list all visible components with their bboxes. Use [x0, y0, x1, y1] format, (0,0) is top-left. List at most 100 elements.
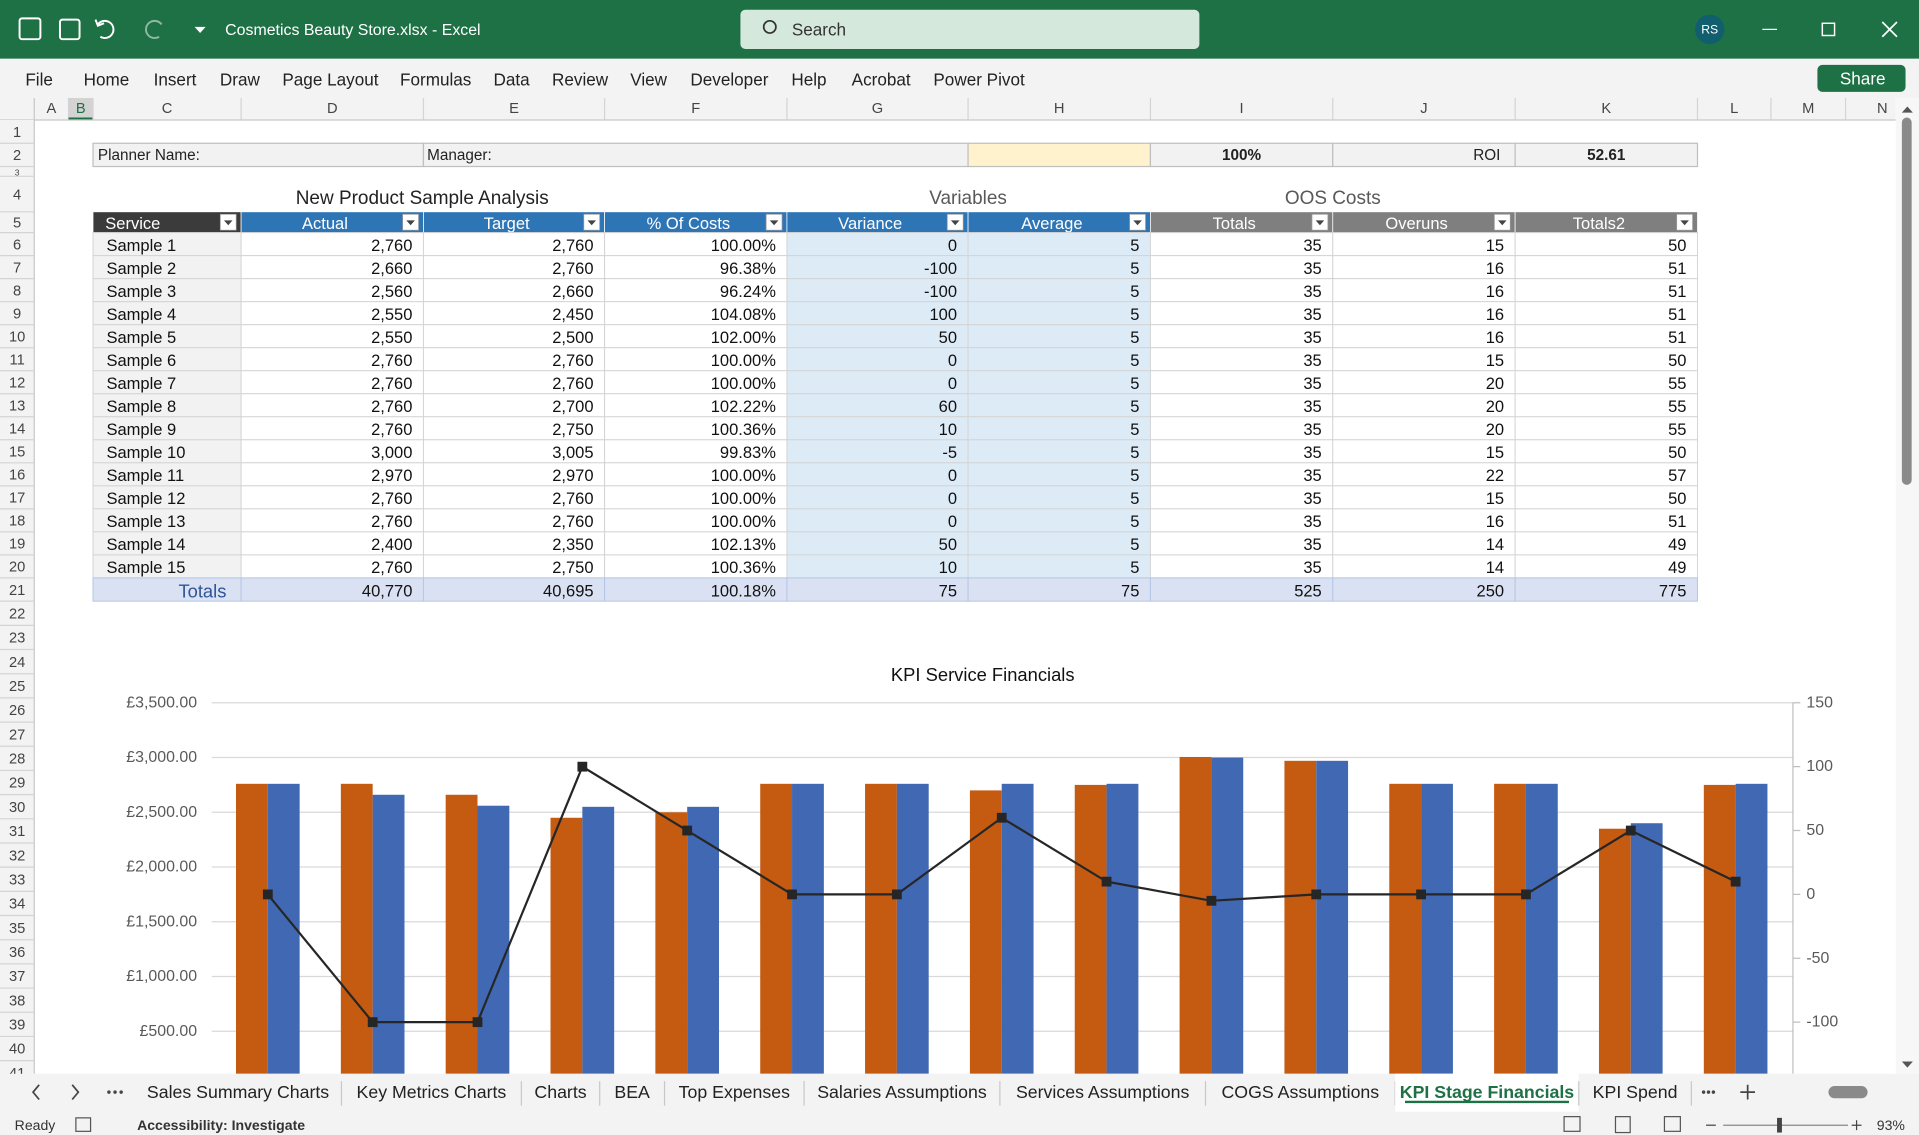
- zoom-in[interactable]: [1851, 1120, 1862, 1131]
- row-header[interactable]: 22: [9, 606, 25, 622]
- row-header[interactable]: 15: [9, 445, 25, 461]
- cell-value[interactable]: 100: [929, 305, 957, 324]
- sheet-tab[interactable]: Salaries Assumptions: [817, 1082, 987, 1102]
- cell-value[interactable]: 51: [1668, 282, 1686, 301]
- column-header[interactable]: F: [691, 101, 700, 117]
- cell-value[interactable]: 5: [1130, 512, 1139, 531]
- service-name[interactable]: Sample 10: [106, 443, 185, 462]
- restore-button[interactable]: [1821, 22, 1836, 37]
- row-header[interactable]: 12: [9, 375, 25, 391]
- cell-value[interactable]: 5: [1130, 466, 1139, 485]
- cell-value[interactable]: 35: [1303, 558, 1321, 577]
- cell-value[interactable]: 0: [948, 489, 957, 508]
- cell-value[interactable]: 50: [1668, 236, 1686, 255]
- cell-value[interactable]: 96.38%: [720, 259, 776, 278]
- cell-value[interactable]: 100.00%: [711, 512, 777, 531]
- row-header[interactable]: 9: [13, 306, 21, 322]
- cell-value[interactable]: -100: [924, 259, 957, 278]
- cell-value[interactable]: 5: [1130, 351, 1139, 370]
- column-header[interactable]: K: [1601, 101, 1611, 117]
- cell-value[interactable]: 49: [1668, 535, 1686, 554]
- service-name[interactable]: Sample 9: [106, 420, 176, 439]
- service-name[interactable]: Sample 15: [106, 558, 185, 577]
- cell-value[interactable]: -100: [924, 282, 957, 301]
- zoom-level[interactable]: 93%: [1877, 1117, 1905, 1133]
- menu-item[interactable]: File: [25, 70, 53, 90]
- cell-value[interactable]: 100.36%: [711, 558, 777, 577]
- cell-value[interactable]: 35: [1303, 420, 1321, 439]
- row-header[interactable]: 2: [13, 148, 21, 164]
- user-avatar[interactable]: [1695, 14, 1725, 45]
- cell-value[interactable]: 35: [1303, 305, 1321, 324]
- excel-icon[interactable]: [18, 17, 42, 41]
- normal-view[interactable]: [1563, 1116, 1581, 1132]
- cell-value[interactable]: 5: [1130, 259, 1139, 278]
- row-header[interactable]: 7: [13, 260, 21, 276]
- column-header[interactable]: G: [872, 101, 883, 117]
- tab-prev[interactable]: [31, 1084, 40, 1101]
- cell-value[interactable]: 99.83%: [720, 443, 776, 462]
- cell-value[interactable]: 5: [1130, 374, 1139, 393]
- cell-value[interactable]: 5: [1130, 305, 1139, 324]
- cell-value[interactable]: 10: [939, 558, 957, 577]
- column-header[interactable]: D: [327, 101, 338, 117]
- cell-value[interactable]: 5: [1130, 236, 1139, 255]
- cell-value[interactable]: 2,750: [552, 558, 593, 577]
- cell-value[interactable]: 35: [1303, 512, 1321, 531]
- cell-value[interactable]: 15: [1486, 236, 1504, 255]
- cell-value[interactable]: 2,760: [371, 489, 412, 508]
- service-name[interactable]: Sample 12: [106, 489, 185, 508]
- cell-value[interactable]: 2,500: [552, 328, 593, 347]
- more-tabs[interactable]: [1711, 1090, 1716, 1094]
- cell-value[interactable]: 35: [1303, 535, 1321, 554]
- menu-item[interactable]: Page Layout: [282, 70, 378, 90]
- cell-value[interactable]: 5: [1130, 558, 1139, 577]
- service-name[interactable]: Sample 5: [106, 328, 176, 347]
- cell-value[interactable]: 100.00%: [711, 236, 777, 255]
- cell-value[interactable]: 55: [1668, 374, 1686, 393]
- row-header[interactable]: 14: [9, 422, 25, 438]
- cell-value[interactable]: 96.24%: [720, 282, 776, 301]
- cell-value[interactable]: 20: [1486, 397, 1504, 416]
- cell-value[interactable]: 100.00%: [711, 489, 777, 508]
- cell-value[interactable]: 5: [1130, 535, 1139, 554]
- row-header[interactable]: 26: [9, 703, 25, 719]
- cell-value[interactable]: -5: [942, 443, 957, 462]
- cell-value[interactable]: 51: [1668, 305, 1686, 324]
- search-box[interactable]: [740, 9, 1200, 49]
- menu-item[interactable]: Power Pivot: [933, 70, 1025, 90]
- zoom-thumb[interactable]: [1777, 1117, 1782, 1133]
- menu-item[interactable]: Developer: [690, 70, 768, 90]
- cell-value[interactable]: 35: [1303, 443, 1321, 462]
- service-name[interactable]: Sample 14: [106, 535, 185, 554]
- cell-value[interactable]: 100.00%: [711, 351, 777, 370]
- row-header[interactable]: 10: [9, 329, 25, 345]
- cell-value[interactable]: 0: [948, 512, 957, 531]
- cell-value[interactable]: 15: [1486, 489, 1504, 508]
- cell-value[interactable]: 104.08%: [711, 305, 777, 324]
- h-scroll-thumb[interactable]: [1828, 1086, 1868, 1099]
- cell-value[interactable]: 2,750: [552, 420, 593, 439]
- sheet-tab[interactable]: BEA: [614, 1082, 650, 1102]
- row-header[interactable]: 30: [9, 800, 25, 816]
- cell-value[interactable]: 16: [1486, 305, 1504, 324]
- cell-value[interactable]: 2,760: [371, 351, 412, 370]
- cell-value[interactable]: 50: [1668, 351, 1686, 370]
- row-header[interactable]: 40: [9, 1042, 25, 1058]
- column-header[interactable]: J: [1420, 101, 1427, 117]
- cell-value[interactable]: 100.36%: [711, 420, 777, 439]
- service-name[interactable]: Sample 2: [106, 259, 176, 278]
- row-header[interactable]: 32: [9, 848, 25, 864]
- cell-value[interactable]: 0: [948, 351, 957, 370]
- sheet-tab[interactable]: KPI Spend: [1593, 1082, 1678, 1102]
- row-header[interactable]: 1: [13, 125, 21, 141]
- cell-value[interactable]: 50: [939, 328, 957, 347]
- tab-next[interactable]: [71, 1084, 80, 1101]
- cell-value[interactable]: 5: [1130, 489, 1139, 508]
- cell-value[interactable]: 5: [1130, 328, 1139, 347]
- cell-value[interactable]: 35: [1303, 282, 1321, 301]
- row-header[interactable]: 17: [9, 491, 25, 507]
- row-header[interactable]: 38: [9, 993, 25, 1009]
- row-header[interactable]: 21: [9, 583, 25, 599]
- cell-value[interactable]: 51: [1668, 512, 1686, 531]
